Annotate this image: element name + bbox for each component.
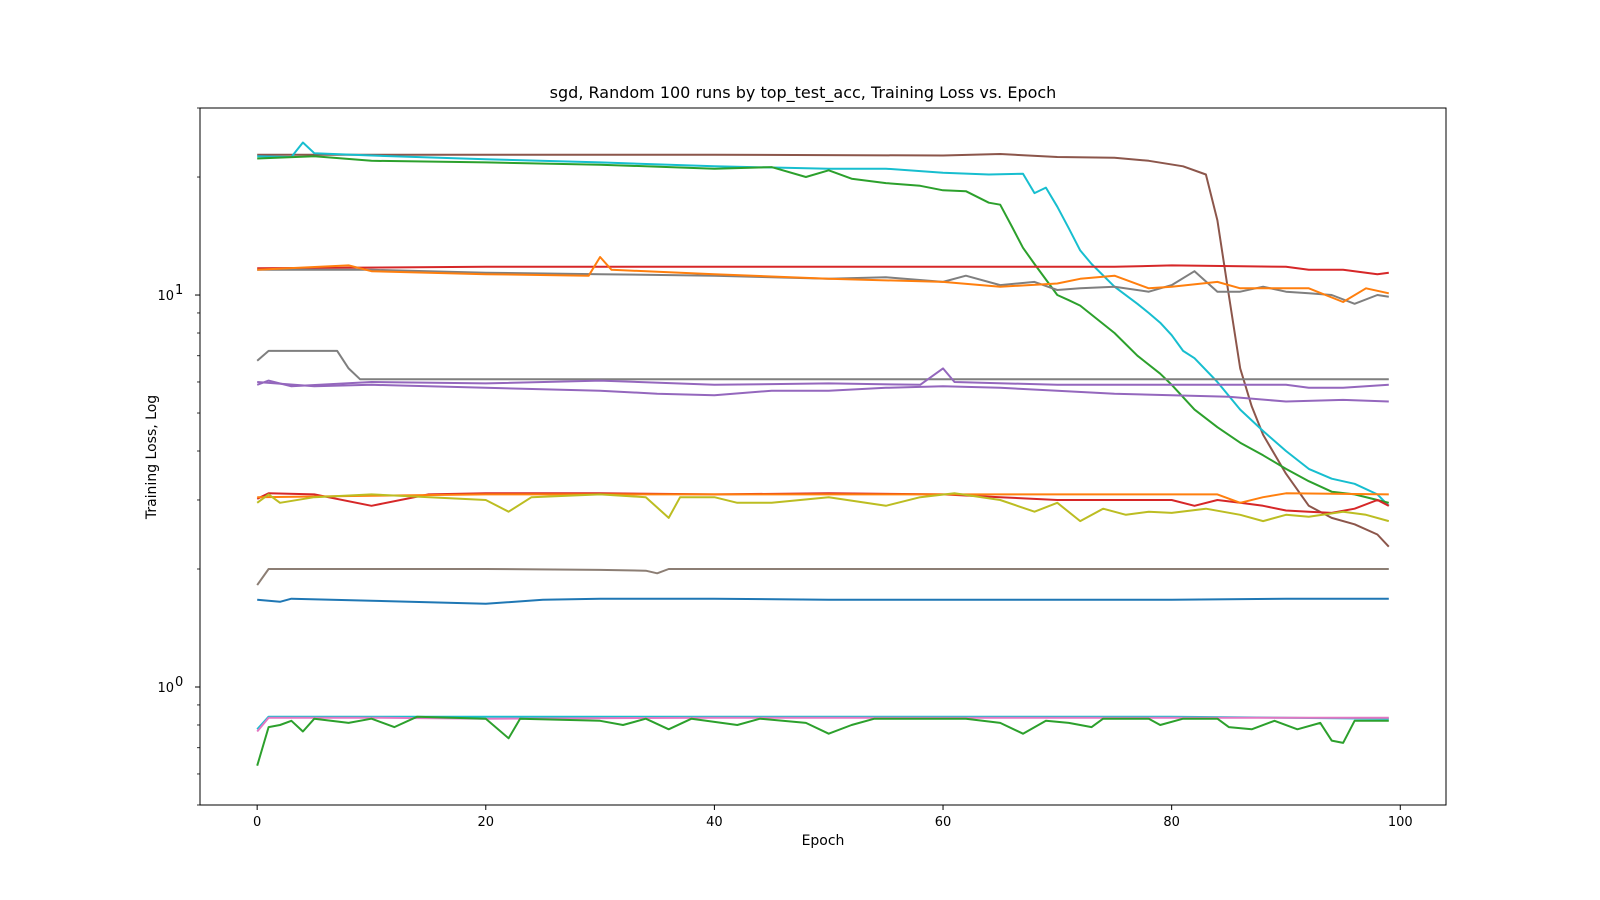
series-line-3 <box>257 155 1390 504</box>
series-line-8 <box>256 367 1389 389</box>
series-line-7 <box>256 349 1389 381</box>
y-axis-title: Training Loss, Log <box>144 395 160 520</box>
series-line-9 <box>257 381 1389 403</box>
x-tick-label: 100 <box>1388 815 1413 830</box>
x-tick-label: 60 <box>935 815 952 830</box>
series-layer <box>256 141 1390 766</box>
series-line-4 <box>257 264 1389 276</box>
series-line-6 <box>257 256 1390 303</box>
x-axis-title: Epoch <box>802 833 845 849</box>
series-line-17 <box>256 715 1389 766</box>
series-line-5 <box>257 268 1389 305</box>
x-tick-label: 20 <box>478 815 495 830</box>
series-line-13 <box>256 568 1389 586</box>
series-line-14 <box>257 597 1389 605</box>
chart-title: sgd, Random 100 runs by top_test_acc, Tr… <box>550 83 1057 103</box>
y-tick-exponent: 0 <box>175 675 183 690</box>
x-tick-label: 80 <box>1163 815 1180 830</box>
plot-frame <box>199 107 1447 806</box>
y-tick-label: 10 <box>157 681 174 696</box>
y-tick-label: 10 <box>157 289 174 304</box>
series-line-12 <box>256 492 1390 523</box>
x-tick-label: 0 <box>253 815 261 830</box>
series-line-2 <box>257 141 1390 507</box>
y-tick-exponent: 1 <box>175 283 183 298</box>
x-tick-label: 40 <box>706 815 723 830</box>
